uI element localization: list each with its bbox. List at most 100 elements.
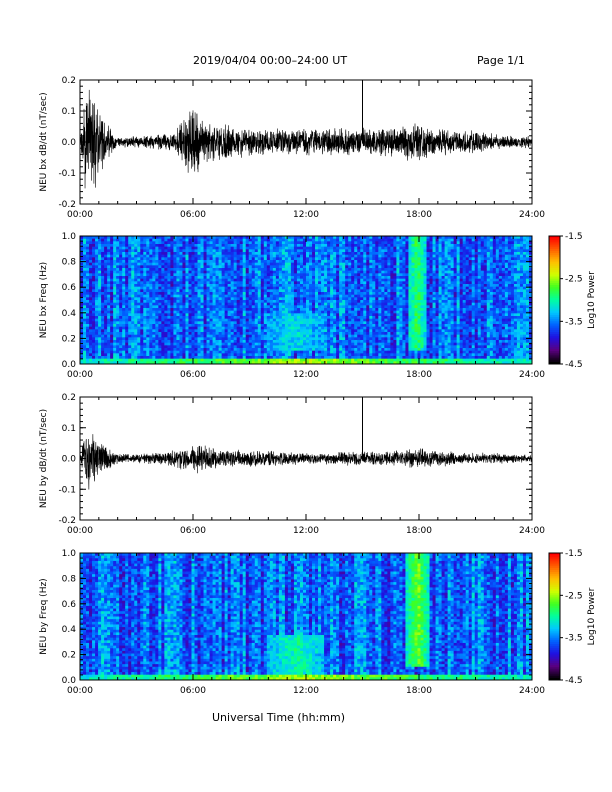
heatmap-cell <box>233 350 238 354</box>
heatmap-cell <box>254 356 259 360</box>
heatmap-cell <box>89 246 93 250</box>
heatmap-cell <box>203 246 207 250</box>
heatmap-cell <box>206 262 210 266</box>
heatmap-cell <box>381 276 385 280</box>
heatmap-cell <box>110 281 114 285</box>
heatmap-cell <box>366 249 370 253</box>
heatmap-cell <box>242 305 247 309</box>
heatmap-cell <box>384 252 388 256</box>
heatmap-cell <box>230 321 235 325</box>
heatmap-cell <box>110 345 114 349</box>
heatmap-cell <box>321 340 325 344</box>
heatmap-cell <box>146 337 150 341</box>
heatmap-cell <box>245 241 250 245</box>
heatmap-cell <box>315 324 319 328</box>
heatmap-cell <box>128 257 132 261</box>
heatmap-cell <box>269 260 274 264</box>
heatmap-cell <box>284 308 289 312</box>
heatmap-cell <box>122 238 126 242</box>
heatmap-cell <box>122 356 126 360</box>
heatmap-cell <box>215 244 220 248</box>
heatmap-cell <box>161 297 165 301</box>
heatmap-cell <box>293 276 298 280</box>
heatmap-cell <box>309 300 313 304</box>
heatmap-cell <box>287 310 292 314</box>
heatmap-cell <box>215 340 220 344</box>
heatmap-cell <box>86 270 90 274</box>
heatmap-cell <box>248 340 253 344</box>
heatmap-cell <box>110 334 114 338</box>
heatmap-cell <box>233 281 238 285</box>
heatmap-cell <box>363 350 367 354</box>
heatmap-cell <box>128 332 132 336</box>
heatmap-cell <box>185 316 189 320</box>
heatmap-cell <box>83 249 87 253</box>
heatmap-cell <box>131 257 135 261</box>
heatmap-cell <box>281 350 286 354</box>
heatmap-cell <box>290 324 295 328</box>
heatmap-cell <box>378 286 382 290</box>
heatmap-cell <box>309 244 313 248</box>
heatmap-cell <box>333 361 337 365</box>
heatmap-cell <box>128 300 132 304</box>
heatmap-cell <box>324 358 328 362</box>
heatmap-cell <box>345 356 349 360</box>
heatmap-cell <box>173 257 177 261</box>
heatmap-cell <box>209 316 213 320</box>
heatmap-cell <box>86 308 90 312</box>
heatmap-cell <box>167 262 171 266</box>
heatmap-cell <box>299 241 304 245</box>
heatmap-cell <box>158 318 162 322</box>
heatmap-cell <box>321 297 325 301</box>
heatmap-cell <box>248 318 253 322</box>
heatmap-cell <box>263 286 268 290</box>
heatmap-cell <box>206 326 210 330</box>
heatmap-cell <box>275 332 280 336</box>
heatmap-cell <box>363 308 367 312</box>
heatmap-cell <box>152 337 156 341</box>
heatmap-cell <box>351 273 355 277</box>
heatmap-cell <box>290 358 295 362</box>
heatmap-cell <box>272 340 277 344</box>
heatmap-cell <box>318 273 322 277</box>
heatmap-cell <box>152 358 156 362</box>
heatmap-cell <box>378 246 382 250</box>
heatmap-cell <box>185 238 189 242</box>
heatmap-cell <box>152 244 156 248</box>
heatmap-cell <box>176 241 180 245</box>
heatmap-cell <box>107 329 111 333</box>
heatmap-cell <box>384 238 388 242</box>
heatmap-cell <box>122 316 126 320</box>
heatmap-cell <box>104 337 108 341</box>
heatmap-cell <box>266 350 271 354</box>
heatmap-cell <box>152 345 156 349</box>
heatmap-cell <box>197 302 201 306</box>
heatmap-cell <box>83 254 87 258</box>
heatmap-cell <box>206 249 210 253</box>
heatmap-cell <box>251 345 256 349</box>
heatmap-cell <box>128 254 132 258</box>
heatmap-cell <box>203 254 207 258</box>
heatmap-cell <box>290 334 295 338</box>
heatmap-cell <box>357 361 361 365</box>
heatmap-cell <box>266 244 271 248</box>
heatmap-cell <box>215 249 220 253</box>
heatmap-cell <box>272 326 277 330</box>
heatmap-cell <box>206 318 210 322</box>
heatmap-cell <box>248 281 253 285</box>
heatmap-cell <box>80 236 84 240</box>
heatmap-cell <box>191 268 195 272</box>
heatmap-cell <box>167 348 171 352</box>
heatmap-cell <box>290 265 295 269</box>
heatmap-cell <box>224 321 229 325</box>
heatmap-cell <box>170 268 174 272</box>
heatmap-cell <box>191 278 195 282</box>
heatmap-cell <box>107 286 111 290</box>
heatmap-cell <box>182 294 186 298</box>
heatmap-cell <box>131 246 135 250</box>
heatmap-cell <box>146 300 150 304</box>
heatmap-cell <box>321 284 325 288</box>
heatmap-cell <box>83 324 87 328</box>
heatmap-cell <box>155 337 159 341</box>
heatmap-cell <box>251 300 256 304</box>
